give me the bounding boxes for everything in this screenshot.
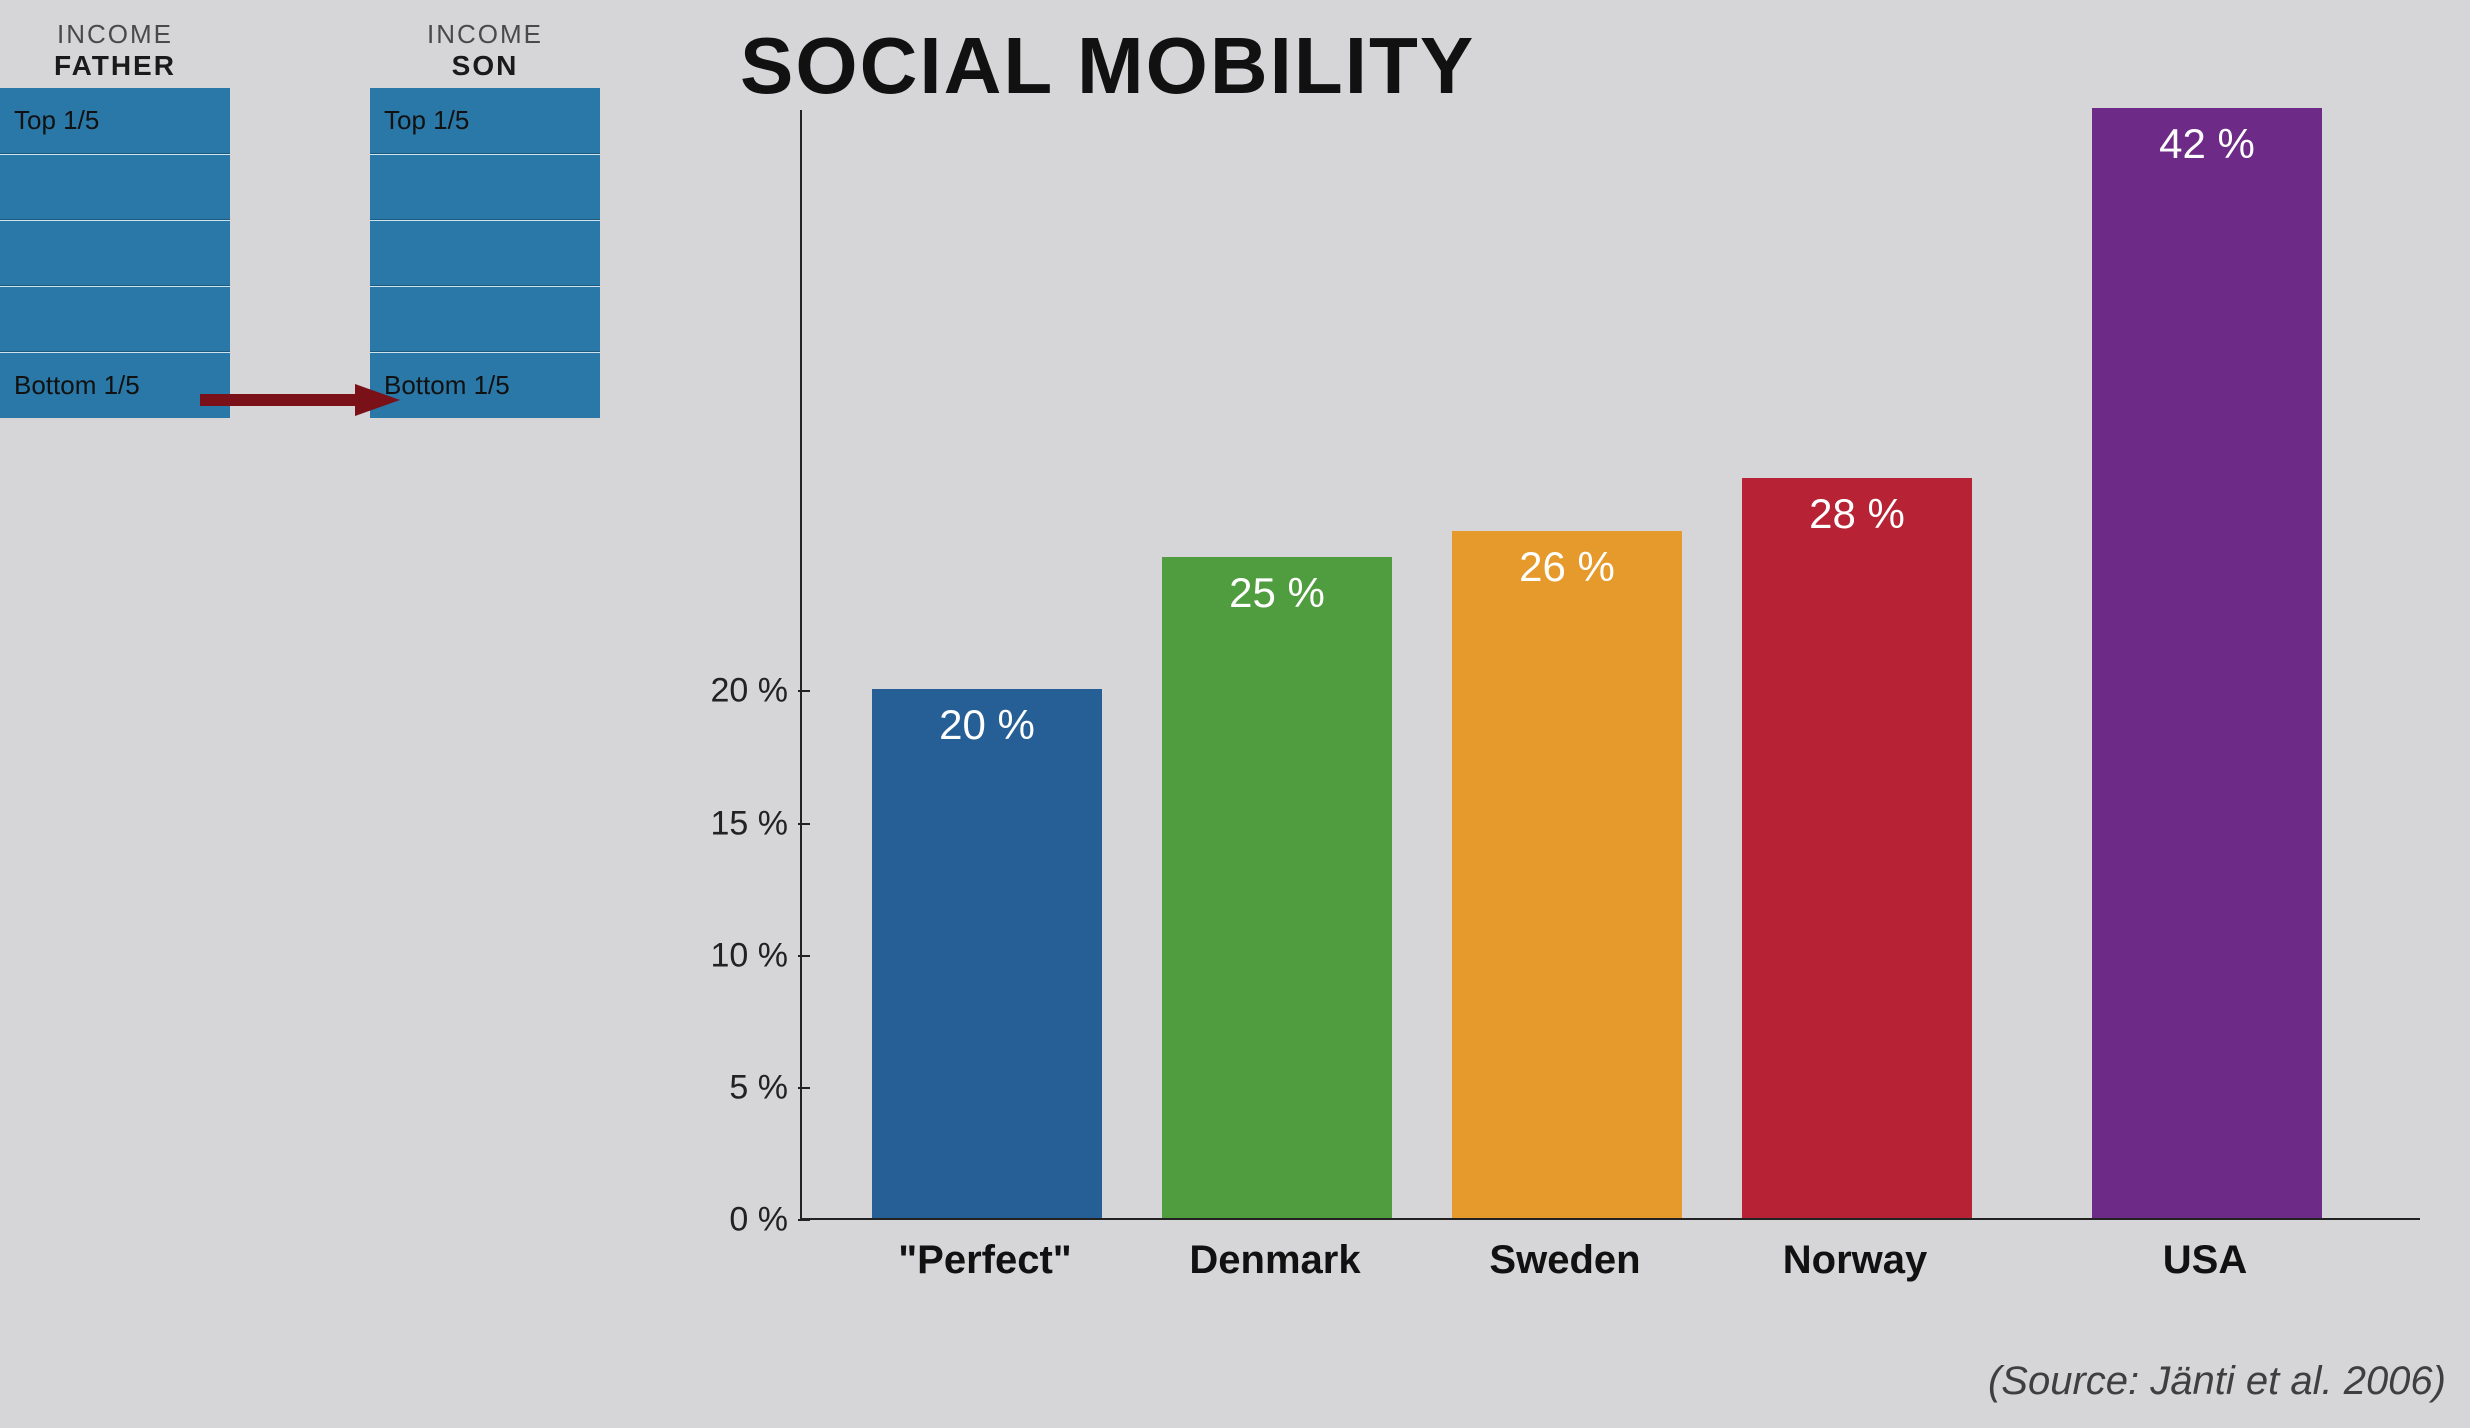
- diagram-col-son: INCOME SON Top 1/5 Bottom 1/5: [370, 20, 600, 418]
- bars-container: 20 % 25 % 26 % 28 % 42 %: [802, 110, 2420, 1218]
- page-title: SOCIAL MOBILITY: [740, 20, 1475, 112]
- x-axis-label: USA: [2055, 1238, 2355, 1283]
- diagram-stack-son: Top 1/5 Bottom 1/5: [370, 88, 600, 418]
- bar: 20 %: [872, 689, 1102, 1218]
- y-tick-label: 5 %: [670, 1068, 788, 1107]
- bar-value-label: 42 %: [2092, 120, 2322, 168]
- bar-value-label: 28 %: [1742, 490, 1972, 538]
- bar: 26 %: [1452, 531, 1682, 1218]
- diagram-cell: Bottom 1/5: [0, 352, 230, 418]
- x-axis-label: Sweden: [1415, 1238, 1715, 1283]
- y-tick-label: 20 %: [670, 672, 788, 711]
- diagram-header-line1: INCOME: [0, 20, 230, 50]
- x-axis-label: Denmark: [1125, 1238, 1425, 1283]
- diagram-header-son-label: SON: [370, 50, 600, 82]
- bar: 28 %: [1742, 478, 1972, 1218]
- diagram-cell: Top 1/5: [370, 88, 600, 154]
- bar-value-label: 26 %: [1452, 543, 1682, 591]
- diagram-header-son: INCOME SON: [370, 20, 600, 82]
- diagram-header-father: INCOME FATHER: [0, 20, 230, 82]
- x-axis-label: Norway: [1705, 1238, 2005, 1283]
- x-axis-label: "Perfect": [835, 1238, 1135, 1283]
- diagram-cell: Top 1/5: [0, 88, 230, 154]
- diagram-cell: [0, 154, 230, 220]
- diagram-header-father-label: FATHER: [0, 50, 230, 82]
- bar: 42 %: [2092, 108, 2322, 1218]
- y-tick-label: 10 %: [670, 936, 788, 975]
- bar-value-label: 25 %: [1162, 569, 1392, 617]
- source-citation: (Source: Jänti et al. 2006): [1988, 1359, 2446, 1404]
- bar: 25 %: [1162, 557, 1392, 1218]
- diagram-cell: Bottom 1/5: [370, 352, 600, 418]
- y-tick-label: 0 %: [670, 1201, 788, 1240]
- bar-value-label: 20 %: [872, 701, 1102, 749]
- y-tick-label: 15 %: [670, 804, 788, 843]
- diagram-cell: [370, 286, 600, 352]
- diagram-cell: [370, 154, 600, 220]
- diagram-cell: [0, 220, 230, 286]
- diagram-cell: [0, 286, 230, 352]
- diagram-cell: [370, 220, 600, 286]
- diagram-header-line1: INCOME: [370, 20, 600, 50]
- bar-chart: 0 %5 %10 %15 %20 % 20 %25 %26 %28 %42 % …: [670, 110, 2430, 1310]
- diagram-stack-father: Top 1/5 Bottom 1/5: [0, 88, 230, 418]
- plot-area: 20 % 25 % 26 % 28 % 42 %: [800, 110, 2420, 1220]
- diagram-col-father: INCOME FATHER Top 1/5 Bottom 1/5: [0, 20, 230, 418]
